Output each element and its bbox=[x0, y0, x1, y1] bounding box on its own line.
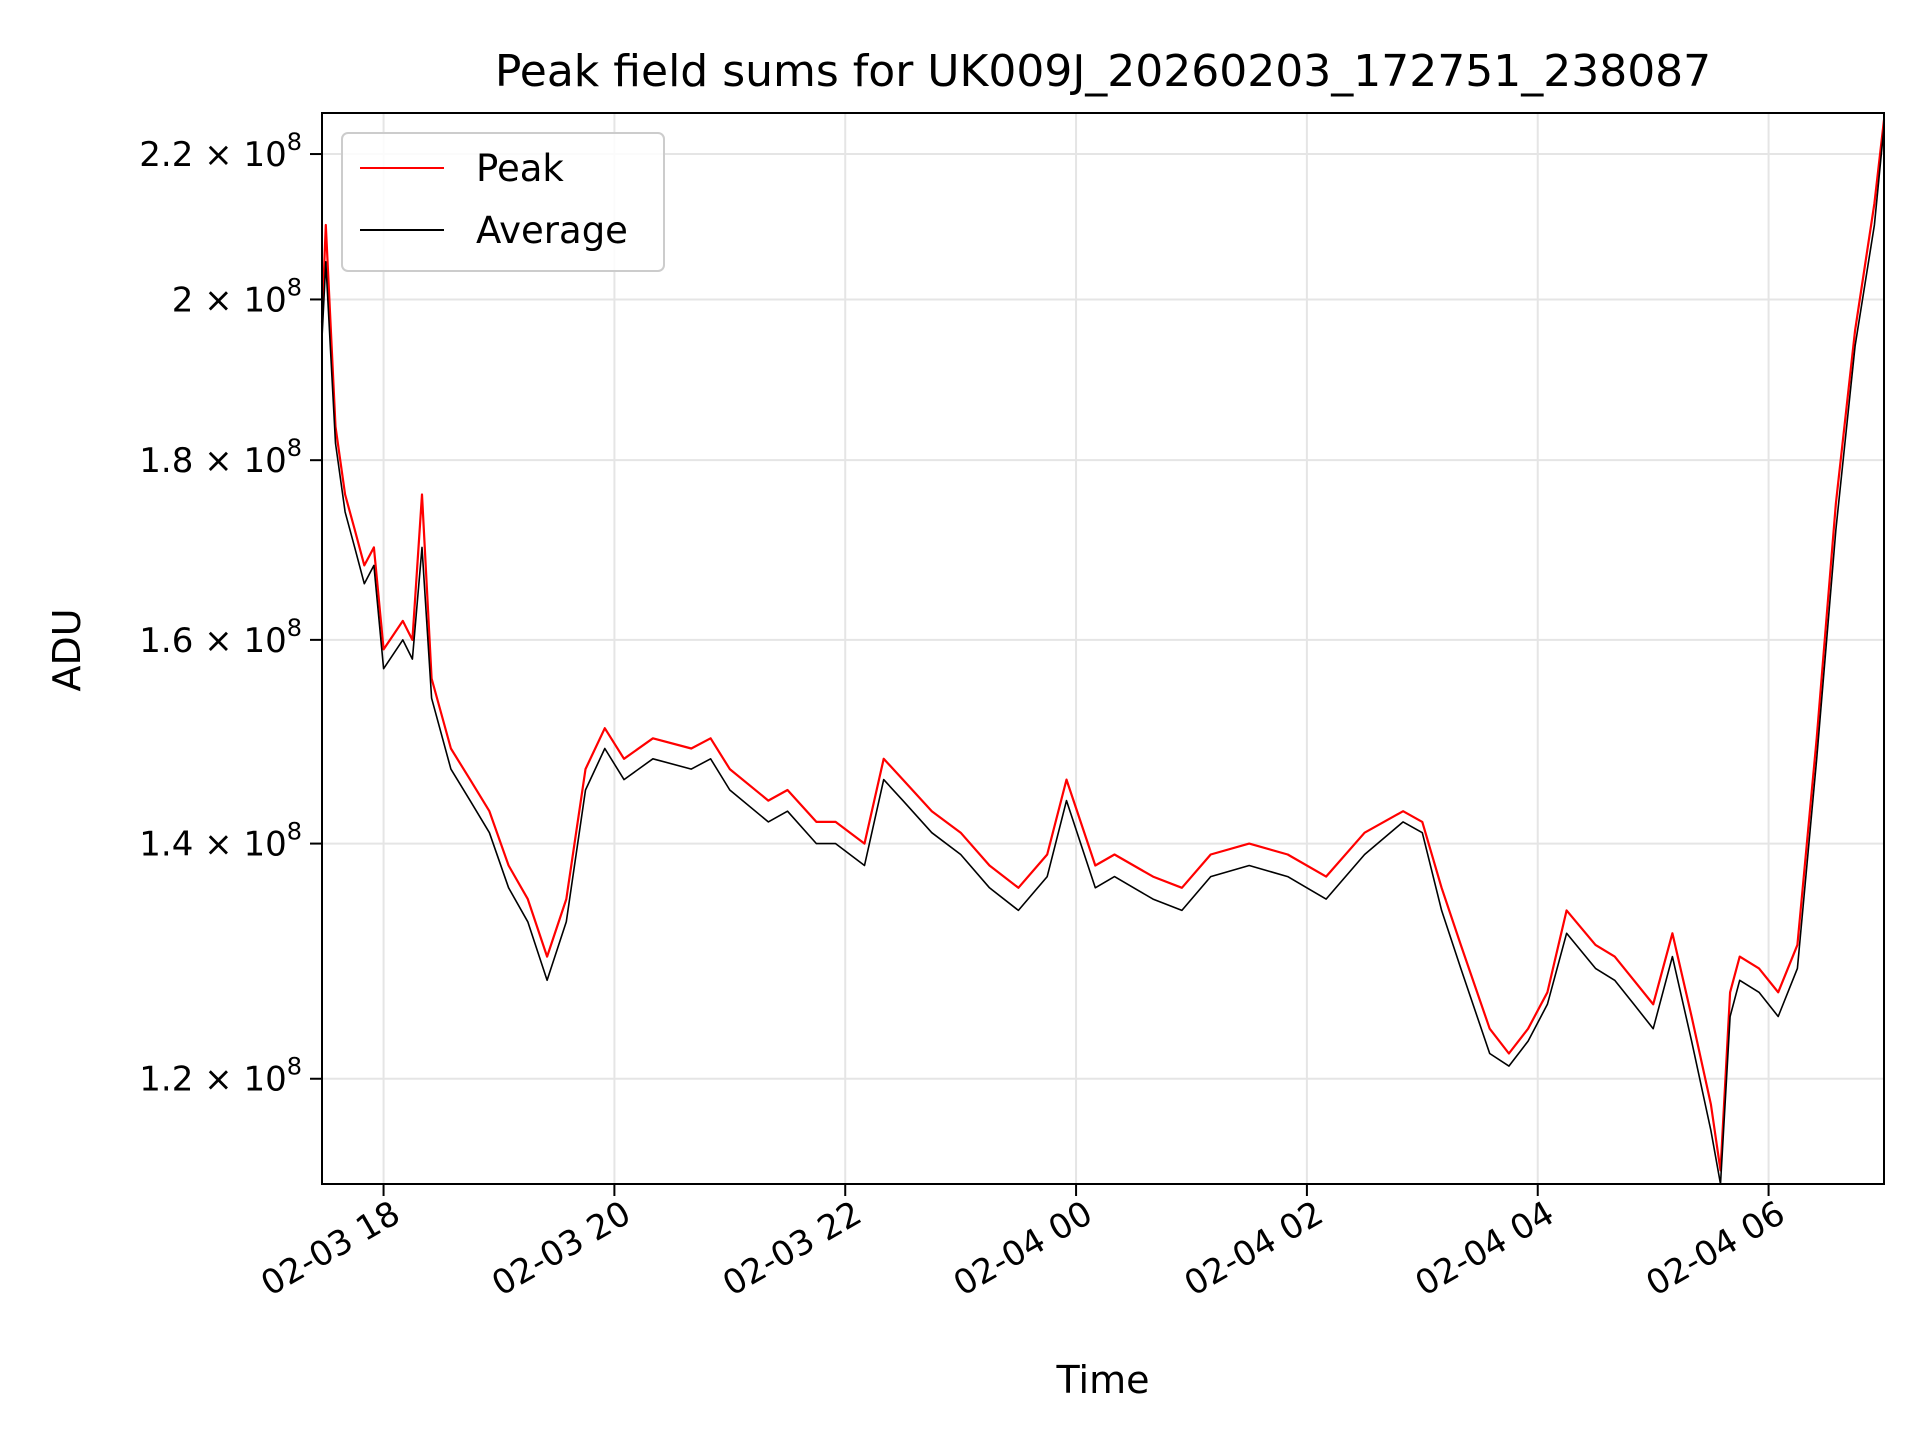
y-tick-label: 1.2 × 108 bbox=[139, 1053, 302, 1100]
series-line-average bbox=[321, 126, 1885, 1185]
y-tick-label: 2.2 × 108 bbox=[139, 128, 302, 175]
y-tick-times: × 10 bbox=[193, 621, 286, 661]
y-tick-mantissa: 1.6 bbox=[139, 621, 193, 661]
y-tick-exponent: 8 bbox=[287, 434, 302, 462]
y-tick-exponent: 8 bbox=[287, 818, 302, 846]
y-tick-times: × 10 bbox=[193, 441, 286, 481]
x-axis-label: Time bbox=[1056, 1358, 1150, 1402]
y-tick-mantissa: 2 bbox=[172, 280, 194, 320]
y-tick-label: 2 × 108 bbox=[172, 273, 302, 320]
y-tick-label: 1.8 × 108 bbox=[139, 434, 302, 481]
legend-label: Average bbox=[476, 209, 628, 252]
svg-text:2 × 108: 2 × 108 bbox=[172, 273, 302, 320]
svg-text:2.2 × 108: 2.2 × 108 bbox=[139, 128, 302, 175]
series-line-peak bbox=[320, 119, 1886, 1172]
chart-title: Peak field sums for UK009J_20260203_1727… bbox=[495, 46, 1711, 97]
y-tick-mantissa: 1.8 bbox=[139, 441, 193, 481]
y-tick-exponent: 8 bbox=[287, 1053, 302, 1081]
y-tick-times: × 10 bbox=[193, 135, 286, 175]
y-tick-mantissa: 1.2 bbox=[139, 1060, 193, 1100]
y-tick-label: 1.6 × 108 bbox=[139, 614, 302, 661]
y-tick-times: × 10 bbox=[193, 280, 286, 320]
y-tick-exponent: 8 bbox=[287, 128, 302, 156]
plot-lines bbox=[320, 119, 1886, 1185]
y-tick-mantissa: 1.4 bbox=[139, 825, 193, 865]
legend: Peak Average bbox=[341, 132, 665, 272]
svg-text:1.2 × 108: 1.2 × 108 bbox=[139, 1053, 302, 1100]
y-tick-times: × 10 bbox=[193, 825, 286, 865]
plot-area bbox=[321, 112, 1885, 1185]
grid bbox=[322, 113, 1884, 1184]
y-tick-times: × 10 bbox=[193, 1060, 286, 1100]
svg-text:1.4 × 108: 1.4 × 108 bbox=[139, 818, 302, 865]
y-axis-label: ADU bbox=[45, 608, 89, 691]
y-tick-label: 1.4 × 108 bbox=[139, 818, 302, 865]
legend-label: Peak bbox=[476, 147, 564, 190]
y-tick-exponent: 8 bbox=[287, 273, 302, 301]
y-tick-mantissa: 2.2 bbox=[139, 135, 193, 175]
svg-text:1.8 × 108: 1.8 × 108 bbox=[139, 434, 302, 481]
y-tick-exponent: 8 bbox=[287, 614, 302, 642]
svg-text:1.6 × 108: 1.6 × 108 bbox=[139, 614, 302, 661]
